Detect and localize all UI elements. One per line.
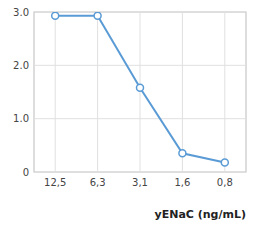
y-tick-label: 3.0 [13, 7, 29, 18]
x-grid-line [97, 12, 98, 172]
x-tick-label: 6,3 [90, 177, 106, 188]
point [94, 12, 101, 19]
x-tick-label: 3,1 [132, 177, 148, 188]
y-tick-label: 1.0 [13, 113, 29, 124]
x-grid-line [55, 12, 56, 172]
x-grid-line [182, 12, 183, 172]
y-tick-label: 0 [23, 167, 29, 178]
point [137, 84, 144, 91]
x-axis-label: yENaC (ng/mL) [155, 208, 246, 221]
chart: 0 1.0 2.0 3.0 12,5 6,3 3,1 1,6 0,8 yENaC (ng/mL) [0, 0, 256, 231]
point [52, 12, 59, 19]
line [55, 16, 225, 163]
point [221, 159, 228, 166]
plot-area [34, 12, 246, 172]
x-tick-label: 1,6 [174, 177, 190, 188]
point [179, 150, 186, 157]
series-group [52, 12, 229, 166]
y-tick-label: 2.0 [13, 60, 29, 71]
x-grid-line [224, 12, 225, 172]
x-tick-label: 0,8 [217, 177, 233, 188]
x-grid-line [140, 12, 141, 172]
x-tick-label: 12,5 [44, 177, 66, 188]
